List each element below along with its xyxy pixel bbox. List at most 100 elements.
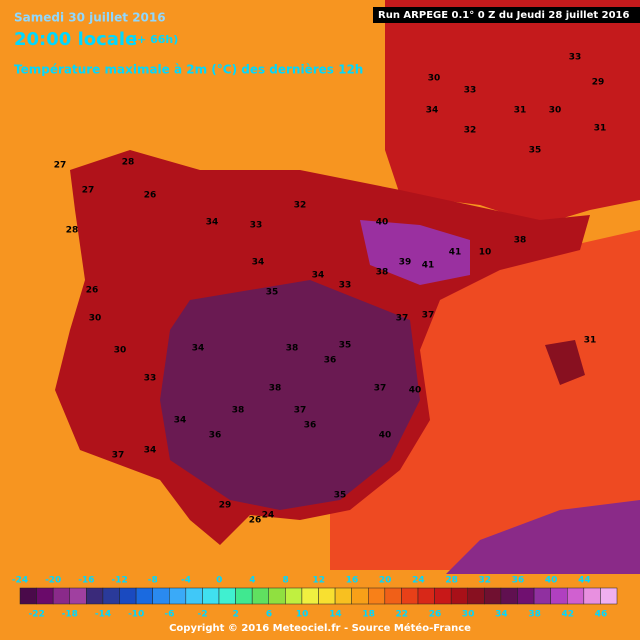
legend-swatch (19, 587, 37, 605)
legend-swatch (517, 587, 535, 605)
temperature-label: 36 (304, 421, 317, 431)
temperature-label: 28 (66, 226, 79, 236)
temperature-label: 30 (428, 74, 441, 84)
temperature-label: 33 (144, 374, 157, 384)
legend-bottom-label: 26 (429, 610, 442, 620)
temperature-label: 33 (569, 53, 582, 63)
temperature-label: 40 (379, 431, 392, 441)
legend-swatch (368, 587, 386, 605)
temperature-label: 30 (549, 106, 562, 116)
temperature-label: 33 (464, 86, 477, 96)
legend-bottom-label: 10 (296, 610, 309, 620)
copyright: Copyright © 2016 Meteociel.fr - Source M… (169, 622, 471, 634)
temperature-label: 30 (114, 346, 127, 356)
temperature-label: 39 (399, 258, 412, 268)
temperature-label: 34 (192, 344, 205, 354)
temperature-label: 37 (422, 311, 435, 321)
temperature-label: 41 (449, 248, 462, 258)
temperature-label: 41 (422, 261, 435, 271)
legend-swatch (567, 587, 585, 605)
legend-top-label: -8 (148, 576, 158, 586)
legend-swatch (86, 587, 104, 605)
temperature-label: 40 (376, 218, 389, 228)
lead-time: (+ 66h) (132, 33, 178, 46)
temperature-label: 34 (174, 416, 187, 426)
temperature-label: 28 (122, 158, 135, 168)
temperature-label: 29 (592, 78, 605, 88)
legend-bottom-label: 6 (266, 610, 272, 620)
legend-swatch (202, 587, 220, 605)
run-box (373, 7, 640, 23)
legend-swatch (36, 587, 54, 605)
temperature-label: 37 (294, 406, 307, 416)
legend-swatch (169, 587, 187, 605)
temperature-label: 31 (594, 124, 607, 134)
hot-interior (160, 280, 420, 510)
legend-swatch (152, 587, 170, 605)
temperature-label: 37 (112, 451, 125, 461)
legend-swatch (467, 587, 485, 605)
legend-swatch (583, 587, 601, 605)
temperature-label: 38 (514, 236, 527, 246)
legend-swatch (351, 587, 369, 605)
temperature-label: 31 (514, 106, 527, 116)
legend-bottom-label: -6 (164, 610, 174, 620)
temperature-label: 32 (464, 126, 477, 136)
legend-top-label: -4 (181, 576, 191, 586)
temperature-label: 36 (324, 356, 337, 366)
legend-swatch (550, 587, 568, 605)
temperature-label: 29 (219, 501, 232, 511)
temperature-label: 34 (426, 106, 439, 116)
legend-swatch (69, 587, 87, 605)
mallorca (545, 340, 585, 385)
legend-swatch (251, 587, 270, 605)
legend-swatch (285, 587, 303, 605)
legend-bottom-label: 34 (495, 610, 508, 620)
legend-top-label: 24 (412, 576, 425, 586)
legend-swatch (135, 587, 153, 605)
temperature-label: 27 (54, 161, 67, 171)
legend-swatch (450, 587, 468, 605)
legend-bottom-label: 14 (329, 610, 342, 620)
temperature-label: 26 (86, 286, 99, 296)
temperature-label: 34 (144, 446, 157, 456)
legend-top-label: 36 (512, 576, 525, 586)
temperature-label: 34 (252, 258, 265, 268)
temperature-label: 35 (334, 491, 347, 501)
legend-swatch (318, 587, 336, 605)
legend-swatch (417, 587, 435, 605)
temperature-label: 37 (374, 384, 387, 394)
legend-top-label: 32 (479, 576, 492, 586)
legend-swatch (500, 587, 518, 605)
temperature-label: 34 (206, 218, 219, 228)
legend-bottom-label: 30 (462, 610, 475, 620)
legend-top-label: 16 (346, 576, 359, 586)
legend-swatch (268, 587, 286, 605)
france (385, 0, 640, 225)
date: Samedi 30 juillet 2016 (14, 11, 166, 25)
legend-top-label: -20 (45, 576, 61, 586)
legend-swatch (484, 587, 502, 605)
temperature-label: 38 (232, 406, 245, 416)
legend-bottom-label: -10 (128, 610, 144, 620)
legend-swatch (401, 587, 419, 605)
legend-swatch (218, 587, 236, 605)
temperature-label: 24 (262, 511, 275, 521)
legend-swatch (533, 587, 551, 605)
temperature-label: 32 (294, 201, 307, 211)
legend-top-label: 40 (545, 576, 558, 586)
north-africa (440, 500, 640, 580)
legend-swatch (235, 587, 253, 605)
legend-bottom-label: 46 (595, 610, 608, 620)
temperature-label: 38 (269, 384, 282, 394)
temperature-label: 27 (82, 186, 95, 196)
temperature-label: 35 (339, 341, 352, 351)
ebro-hotspot (360, 220, 470, 285)
temperature-label: 10 (479, 248, 492, 258)
time: 20:00 locale (14, 29, 137, 50)
legend-swatch (102, 587, 120, 605)
legend-top-label: 8 (282, 576, 288, 586)
subtitle: Température maximale à 2m (°C) des derni… (14, 63, 363, 77)
temperature-label: 33 (250, 221, 263, 231)
